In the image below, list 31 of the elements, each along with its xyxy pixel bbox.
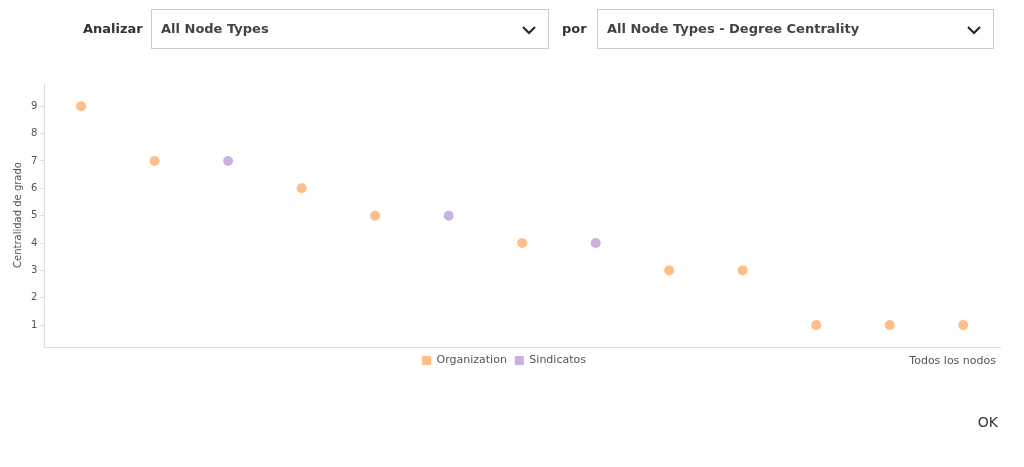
point bbox=[443, 210, 454, 221]
y-tick-label: 9 bbox=[30, 99, 38, 111]
point bbox=[517, 238, 528, 249]
legend-label: Sindicatos bbox=[529, 353, 587, 367]
point bbox=[811, 320, 822, 331]
y-tick-label: 3 bbox=[30, 263, 38, 275]
point bbox=[149, 155, 160, 166]
point bbox=[884, 320, 895, 331]
x-axis-title: Todos los nodos bbox=[908, 354, 997, 368]
text: OK bbox=[977, 414, 998, 430]
legend-label: Organization bbox=[436, 353, 507, 367]
text: Analizar bbox=[83, 21, 143, 36]
y-tick-label: 5 bbox=[30, 209, 38, 221]
y-tick-label: 8 bbox=[30, 127, 38, 139]
point bbox=[223, 155, 234, 166]
point bbox=[296, 183, 307, 194]
point bbox=[664, 265, 675, 276]
point bbox=[370, 210, 381, 221]
text: por bbox=[562, 21, 587, 36]
y-tick-label: 6 bbox=[30, 181, 38, 193]
text: All Node Types bbox=[151, 9, 549, 49]
point bbox=[737, 265, 748, 276]
point bbox=[958, 320, 969, 331]
text: All Node Types - Degree Centrality bbox=[597, 9, 994, 49]
y-axis-title: Centralidad de grado bbox=[11, 162, 23, 268]
y-tick-label: 1 bbox=[30, 318, 38, 330]
point bbox=[76, 101, 87, 112]
y-tick-label: 4 bbox=[30, 236, 38, 248]
y-tick-label: 2 bbox=[30, 291, 38, 303]
point bbox=[590, 238, 601, 249]
y-tick-label: 7 bbox=[30, 154, 38, 166]
